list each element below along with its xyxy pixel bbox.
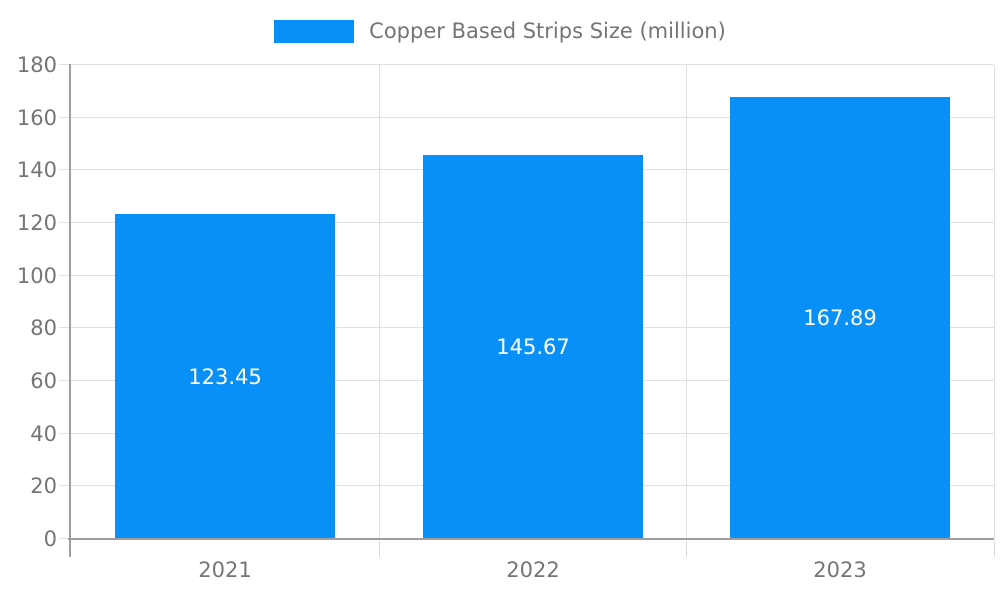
y-axis-label-60: 60 [30, 369, 57, 393]
y-axis-label-180: 180 [16, 53, 57, 77]
y-axis-label-80: 80 [30, 316, 57, 340]
legend-swatch [274, 19, 355, 43]
x-axis-tick [379, 541, 380, 557]
category-gridline [379, 65, 380, 539]
x-axis-label-2021: 2021 [198, 558, 252, 582]
legend-label: Copper Based Strips Size (million) [369, 19, 726, 43]
bar-2022: 145.67 [423, 155, 643, 539]
category-gridline [994, 65, 995, 539]
y-axis-label-140: 140 [16, 158, 57, 182]
x-axis-label-2023: 2023 [813, 558, 867, 582]
bar-value-label: 167.89 [803, 306, 877, 330]
x-axis-tick [994, 541, 995, 557]
y-axis-label-40: 40 [30, 422, 57, 446]
y-axis-label-120: 120 [16, 211, 57, 235]
y-gridline-180 [59, 64, 994, 65]
y-axis-label-0: 0 [43, 527, 57, 551]
bar-2021: 123.45 [115, 214, 335, 539]
y-gridline-160 [59, 117, 994, 118]
bar-2023: 167.89 [730, 97, 950, 539]
y-axis-label-100: 100 [16, 264, 57, 288]
y-axis-label-20: 20 [30, 474, 57, 498]
category-gridline [686, 65, 687, 539]
x-axis-label-2022: 2022 [506, 558, 560, 582]
bar-value-label: 145.67 [496, 335, 570, 359]
y-axis-line [69, 64, 71, 557]
y-axis-label-160: 160 [16, 106, 57, 130]
x-axis-tick [686, 541, 687, 557]
x-axis-line [68, 538, 994, 540]
bar-value-label: 123.45 [188, 365, 262, 389]
legend: Copper Based Strips Size (million) [0, 17, 1000, 45]
